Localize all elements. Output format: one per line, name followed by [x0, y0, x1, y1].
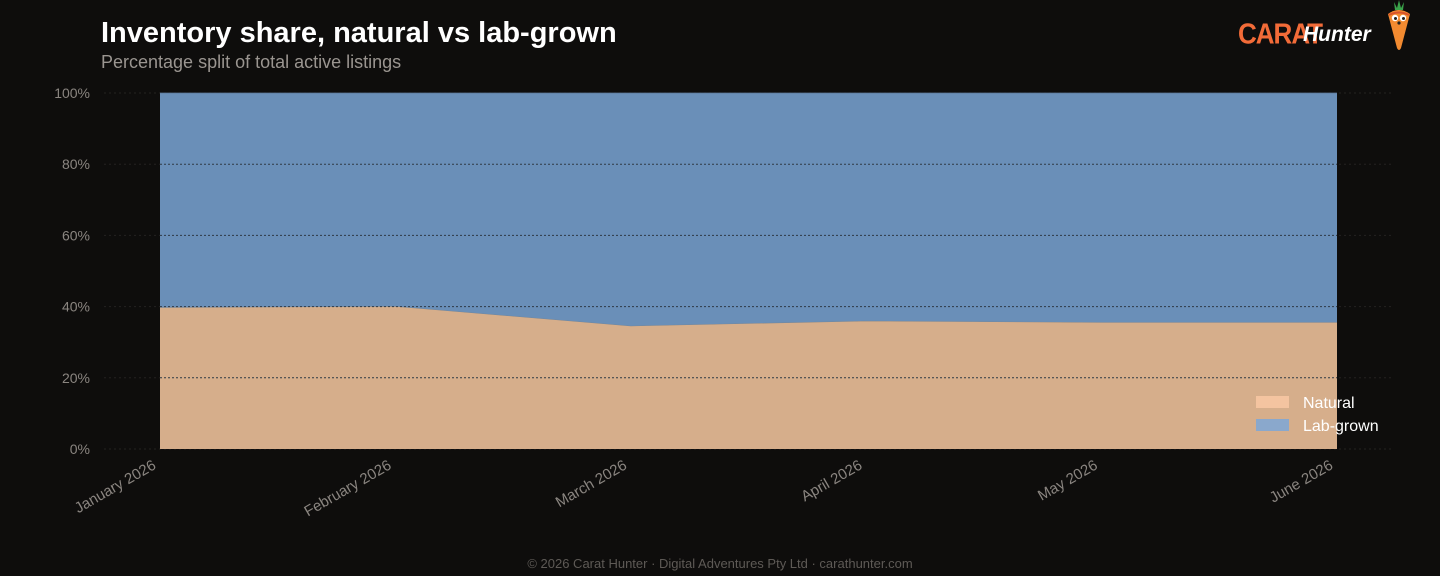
- y-tick-label: 100%: [54, 85, 90, 101]
- x-tick-label: April 2026: [798, 457, 865, 505]
- chart-subtitle: Percentage split of total active listing…: [101, 52, 402, 72]
- legend-item-lab-grown[interactable]: Lab-grown: [1256, 418, 1379, 435]
- y-tick-label: 80%: [62, 156, 90, 172]
- logo-carat-text: CARAT: [1238, 17, 1323, 50]
- x-tick-label: February 2026: [301, 457, 394, 521]
- x-tick-label: January 2026: [72, 457, 159, 517]
- y-tick-label: 20%: [62, 370, 90, 386]
- legend-swatch: [1256, 396, 1289, 408]
- brand-logo[interactable]: CARAT Hunter: [1238, 0, 1418, 54]
- y-tick-label: 60%: [62, 227, 90, 243]
- area-series: [159, 92, 1337, 449]
- footer-copyright: © 2026 Carat Hunter · Digital Adventures…: [527, 556, 913, 571]
- legend-label: Natural: [1303, 395, 1355, 412]
- chart-title: Inventory share, natural vs lab-grown: [101, 17, 617, 49]
- area-lab-grown[interactable]: [160, 93, 1337, 326]
- x-tick-label: May 2026: [1035, 457, 1101, 505]
- x-tick-label: June 2026: [1267, 457, 1336, 507]
- y-tick-label: 0%: [70, 441, 90, 457]
- x-axis-ticks: January 2026 February 2026 March 2026 April…: [72, 457, 1336, 521]
- area-chart: 0% 20% 40% 60% 80% 100% January 2026 February …: [54, 85, 1392, 521]
- y-axis-ticks: 0% 20% 40% 60% 80% 100%: [54, 85, 90, 457]
- legend-item-natural[interactable]: Natural: [1256, 395, 1355, 412]
- legend-label: Lab-grown: [1303, 418, 1379, 435]
- grid-overlay: [160, 163, 1337, 379]
- chart-legend[interactable]: Natural Lab-grown: [1256, 395, 1379, 435]
- legend-swatch: [1256, 419, 1289, 431]
- logo-hunter-text: Hunter: [1303, 23, 1371, 46]
- y-tick-label: 40%: [62, 299, 90, 315]
- carrot-mascot-icon: [1388, 0, 1410, 50]
- x-tick-label: March 2026: [553, 457, 630, 511]
